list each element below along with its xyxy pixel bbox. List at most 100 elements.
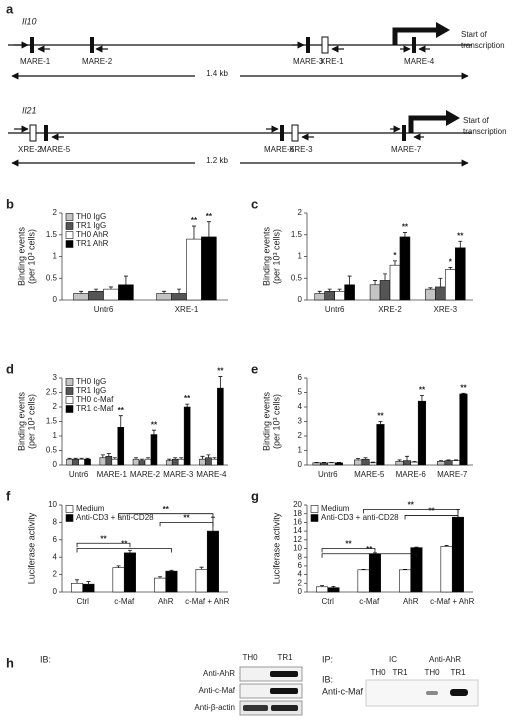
site-label: XRE-1: [320, 57, 344, 66]
legend-swatch: [65, 213, 74, 221]
bar: [440, 546, 453, 593]
bracket: [404, 515, 459, 520]
bar: [445, 269, 456, 301]
bar: [316, 586, 329, 593]
y-tick-label: 1: [298, 252, 303, 261]
x-tick-label: MARE-7: [437, 470, 468, 479]
y-tick-label: 0: [298, 587, 303, 596]
y-tick-label: 8: [53, 518, 58, 527]
y-tick-label: 1: [53, 431, 58, 440]
bar: [78, 458, 85, 466]
error-bar: [123, 275, 128, 285]
site: [44, 125, 48, 141]
panel-label: h: [6, 655, 14, 670]
bar: [84, 458, 91, 466]
y-axis-label: Binding events: [16, 226, 26, 286]
ib-label: IB:: [40, 654, 51, 664]
legend-label: TR1 IgG: [76, 221, 106, 230]
row-label: Anti-c-Maf: [199, 686, 236, 695]
error-bar: [438, 277, 443, 287]
legend-swatch: [65, 514, 74, 522]
significance: *: [449, 257, 453, 266]
bar: [88, 290, 104, 301]
legend-label: Medium: [321, 504, 350, 513]
error-bar: [363, 457, 368, 460]
legend-label: TR1 IgG: [76, 386, 106, 395]
error-bar: [444, 545, 449, 547]
y-tick-label: 6: [298, 561, 303, 570]
bar: [195, 569, 208, 593]
error-bar: [86, 581, 91, 585]
lane-label: TR1: [277, 653, 293, 662]
band: [426, 691, 438, 695]
bar: [183, 406, 191, 466]
error-bar: [73, 457, 78, 460]
panel-label: c: [251, 196, 258, 211]
error-bar: [402, 232, 407, 237]
band: [450, 689, 468, 696]
bar: [379, 280, 391, 301]
site-label: MARE-4: [404, 57, 435, 66]
panel-label: g: [251, 488, 259, 503]
significance: **: [217, 367, 224, 376]
gene-name: Il10: [22, 16, 37, 26]
y-tick-label: 0: [298, 295, 303, 304]
panel-label: f: [6, 488, 11, 503]
error-bar: [75, 579, 80, 584]
band: [270, 671, 298, 677]
bracket: [321, 553, 417, 558]
x-tick-label: AhR: [403, 597, 419, 606]
bar: [410, 461, 419, 466]
y-tick-label: 2: [53, 402, 58, 411]
legend-label: TH0 IgG: [76, 377, 106, 386]
error-bar: [383, 273, 388, 281]
bar: [201, 236, 217, 301]
tss-label: transcription: [463, 127, 507, 136]
bar: [103, 288, 119, 301]
y-axis-label: (per 10³ cells): [271, 394, 281, 449]
bar: [357, 569, 370, 593]
site-label: MARE-5: [40, 145, 71, 154]
tss-arrow: [392, 27, 438, 45]
y-axis-label: (per 10³ cells): [271, 229, 281, 284]
bar: [186, 238, 202, 301]
x-tick-label: c-Maf + AhR: [185, 597, 229, 606]
site: [29, 124, 37, 142]
y-tick-label: 1.5: [46, 230, 58, 239]
bar: [312, 462, 321, 466]
y-axis-label: (per 10³ cells): [26, 229, 36, 284]
error-bar: [378, 421, 383, 425]
error-bar: [116, 565, 121, 568]
significance: **: [183, 514, 190, 523]
bar: [206, 530, 219, 593]
bar: [199, 458, 206, 466]
legend-swatch: [65, 387, 74, 395]
y-tick-label: 0: [298, 460, 303, 469]
ib-label: IB:: [322, 674, 333, 684]
y-tick-label: 5: [298, 388, 303, 397]
error-bar: [458, 240, 463, 248]
band: [243, 705, 268, 711]
group-label: IC: [389, 655, 397, 664]
bar: [165, 570, 178, 593]
bar: [376, 424, 385, 466]
bracket: [76, 548, 172, 553]
bar: [425, 288, 436, 301]
error-bar: [412, 460, 417, 463]
x-tick-label: Ctrl: [322, 597, 335, 606]
y-tick-label: 6: [53, 535, 58, 544]
error-bar: [206, 454, 211, 458]
y-tick-label: 0.5: [46, 446, 58, 455]
panel-label: a: [6, 1, 14, 16]
legend-label: TH0 IgG: [76, 212, 106, 221]
significance: *: [393, 251, 397, 260]
error-bar: [446, 459, 451, 461]
legend-label: Anti-CD3 + anti-CD28: [76, 513, 154, 522]
tss-label: transcription: [461, 41, 505, 50]
bracket: [118, 513, 214, 518]
bar: [82, 583, 95, 593]
significance: **: [366, 545, 373, 554]
bar: [171, 458, 179, 466]
bar: [454, 247, 466, 301]
row-label: Anti-AhR: [203, 669, 235, 678]
